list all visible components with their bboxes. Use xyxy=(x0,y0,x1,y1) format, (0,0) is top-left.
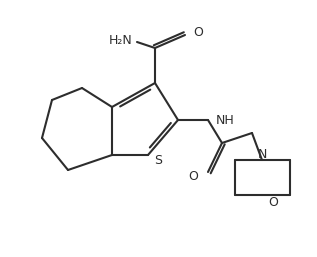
Text: O: O xyxy=(268,197,278,209)
Text: H₂N: H₂N xyxy=(109,33,133,47)
Text: O: O xyxy=(193,26,203,40)
Text: S: S xyxy=(154,153,162,167)
Text: N: N xyxy=(257,148,267,161)
Text: O: O xyxy=(188,170,198,183)
Text: NH: NH xyxy=(216,114,235,126)
